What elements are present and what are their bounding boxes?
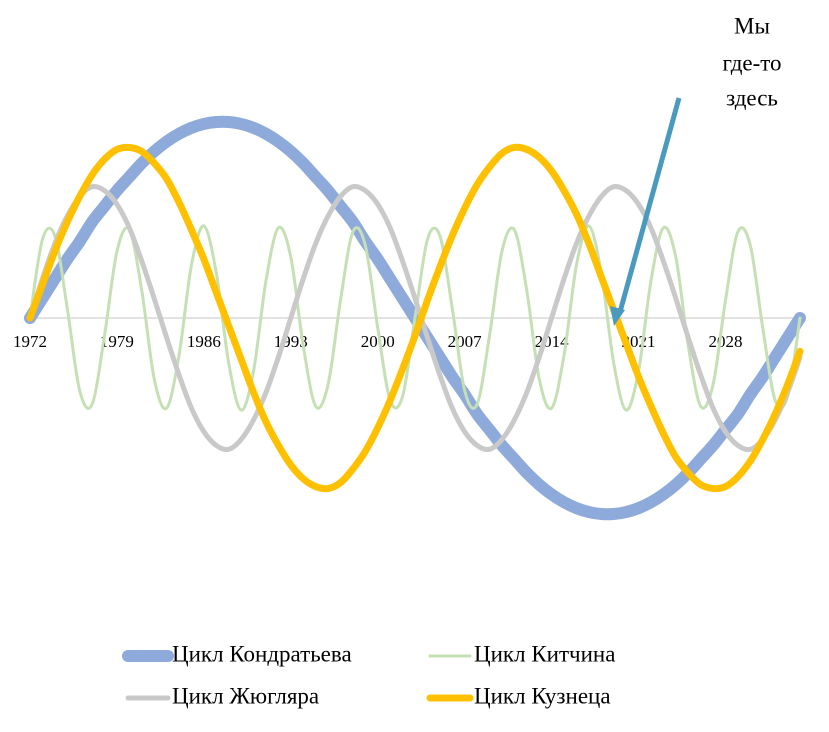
annotation-arrow <box>617 97 682 313</box>
x-tick-label: 2028 <box>708 332 742 351</box>
annotation-line: Мы <box>734 13 770 38</box>
annotation: Мы где-то здесь <box>722 13 781 110</box>
annotation-arrowhead <box>610 306 625 326</box>
x-tick-label: 1986 <box>187 332 221 351</box>
legend-label: Цикл Кузнеца <box>474 683 611 708</box>
x-tick-label: 2007 <box>448 332 483 351</box>
legend-label: Цикл Кондратьева <box>172 641 352 666</box>
series-line <box>26 143 804 493</box>
legend-label: Цикл Китчина <box>474 641 615 666</box>
series-line <box>27 183 803 453</box>
series-line <box>28 224 802 412</box>
x-tick-label: 2000 <box>361 332 395 351</box>
annotation-line: здесь <box>726 85 778 110</box>
annotation-line: где-то <box>722 50 781 75</box>
x-tick-label: 1979 <box>100 332 134 351</box>
x-tick-label: 1972 <box>13 332 47 351</box>
legend-label: Цикл Жюгляра <box>172 683 319 708</box>
